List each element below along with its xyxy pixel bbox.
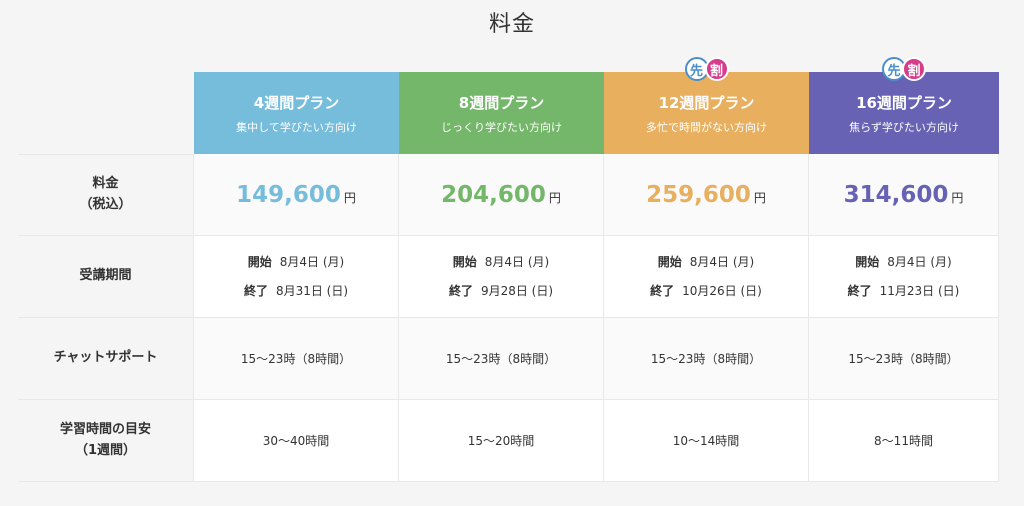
start-date: 8月4日 (月) [484, 254, 550, 269]
support-cell: 15〜23時（8時間） [809, 318, 999, 400]
end-date: 10月26日 (日) [682, 283, 762, 298]
study-time-cell: 15〜20時間 [399, 400, 604, 482]
currency: 円 [753, 190, 766, 205]
plan-name: 4週間プラン [253, 93, 340, 112]
badge-char-right: 割 [704, 57, 729, 81]
price-value: 314,600 [843, 181, 949, 208]
start-label: 開始 [452, 254, 477, 269]
price-cell: 259,600 円 [604, 154, 809, 236]
plan-header-8week: 8週間プラン じっくり学びたい方向け [399, 72, 604, 154]
row-header-support: チャットサポート [18, 318, 194, 400]
price-cell: 149,600 円 [194, 154, 399, 236]
start-label: 開始 [247, 254, 272, 269]
price-cell: 204,600 円 [399, 154, 604, 236]
currency: 円 [343, 190, 356, 205]
period-cell: 開始 8月4日 (月) 終了 9月28日 (日) [399, 236, 604, 318]
plan-header-4week: 4週間プラン 集中して学びたい方向け [194, 72, 399, 154]
price-value: 149,600 [236, 181, 341, 208]
plan-header-16week: 先 割 16週間プラン 焦らず学びたい方向け [809, 57, 999, 154]
support-cell: 15〜23時（8時間） [194, 318, 399, 400]
plan-name: 8週間プラン [458, 93, 545, 112]
row-header-line1: 受講期間 [79, 268, 132, 284]
row-header-line1: チャットサポート [53, 350, 158, 366]
start-date: 8月4日 (月) [279, 254, 345, 269]
pricing-table: 4週間プラン 集中して学びたい方向け 8週間プラン じっくり学びたい方向け 先 … [18, 57, 999, 482]
end-date: 8月31日 (日) [275, 283, 349, 298]
start-label: 開始 [855, 254, 880, 269]
support-cell: 15〜23時（8時間） [604, 318, 809, 400]
early-discount-badge: 先 割 [882, 57, 926, 81]
period-cell: 開始 8月4日 (月) 終了 11月23日 (日) [809, 236, 999, 318]
row-header-line1: 料金 [92, 176, 119, 192]
row-header-period: 受講期間 [18, 236, 194, 318]
row-header-price: 料金 （税込） [18, 154, 194, 236]
early-discount-badge: 先 割 [684, 57, 729, 81]
price-value: 204,600 [441, 181, 546, 208]
start-label: 開始 [657, 254, 682, 269]
start-date: 8月4日 (月) [887, 254, 952, 269]
row-header-line1: 学習時間の目安 [59, 421, 151, 437]
table-corner [18, 72, 194, 154]
period-cell: 開始 8月4日 (月) 終了 10月26日 (日) [604, 236, 809, 318]
end-label: 終了 [243, 283, 268, 298]
plan-subtitle: じっくり学びたい方向け [441, 120, 562, 134]
price-value: 259,600 [646, 181, 751, 208]
currency: 円 [548, 190, 561, 205]
start-date: 8月4日 (月) [689, 254, 755, 269]
currency: 円 [951, 190, 964, 205]
plan-subtitle: 多忙で時間がない方向け [646, 120, 767, 134]
end-date: 9月28日 (日) [480, 283, 554, 298]
page-title: 料金 [488, 12, 535, 37]
end-date: 11月23日 (日) [879, 283, 960, 298]
badge-char-right: 割 [902, 57, 926, 81]
plan-subtitle: 集中して学びたい方向け [236, 120, 357, 134]
end-label: 終了 [650, 283, 675, 298]
study-time-cell: 10〜14時間 [604, 400, 809, 482]
row-header-study-time: 学習時間の目安 （1週間） [18, 400, 194, 482]
support-cell: 15〜23時（8時間） [399, 318, 604, 400]
end-label: 終了 [448, 283, 473, 298]
plan-header-12week: 先 割 12週間プラン 多忙で時間がない方向け [604, 57, 809, 154]
study-time-cell: 8〜11時間 [809, 400, 999, 482]
end-label: 終了 [847, 283, 872, 298]
row-header-line2: （税込） [79, 197, 132, 212]
plan-name: 12週間プラン [658, 93, 755, 112]
row-header-line2: （1週間） [74, 442, 137, 458]
plan-name: 16週間プラン [856, 93, 952, 112]
price-cell: 314,600 円 [809, 154, 999, 236]
study-time-cell: 30〜40時間 [194, 400, 399, 482]
plan-subtitle: 焦らず学びたい方向け [849, 120, 959, 134]
period-cell: 開始 8月4日 (月) 終了 8月31日 (日) [194, 236, 399, 318]
